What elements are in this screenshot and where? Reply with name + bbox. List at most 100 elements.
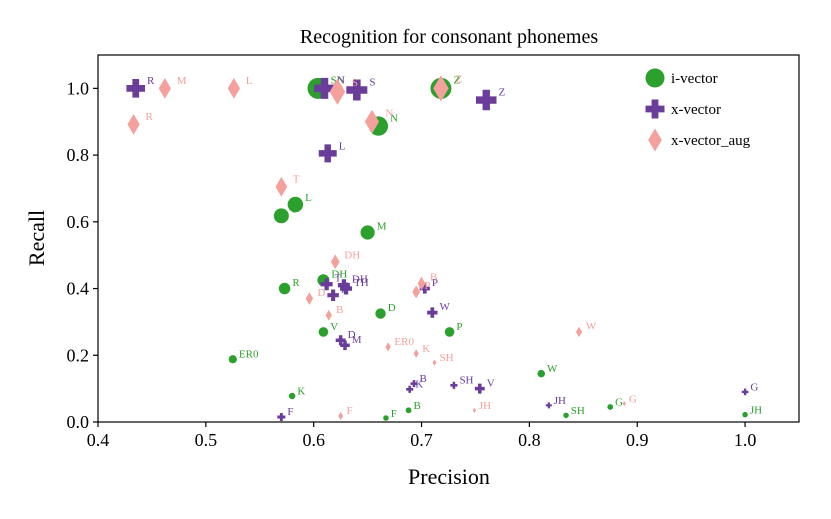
point-label-i-vector-er0: ER0: [239, 348, 259, 360]
point-label-i-vector-v: V: [330, 321, 338, 333]
point-label-x-vector-s: S: [369, 76, 375, 88]
point-label-i-vector-d: D: [388, 302, 396, 314]
point-i-vector-g: [607, 404, 614, 410]
point-label-x-vector-jh: JH: [554, 395, 566, 407]
point-x-vector-n: [313, 77, 335, 99]
series-i-vector: SNZNLTMDHRDPVER0WKBFSHGJH: [228, 75, 762, 421]
point-label-i-vector-r: R: [292, 277, 300, 289]
point-x-vector-aug-f: [338, 411, 344, 421]
point-label-x-vector-b: B: [420, 373, 427, 385]
point-label-i-vector-w: W: [547, 363, 558, 375]
point-x-vector-t: [320, 278, 333, 291]
point-i-vector-sh: [563, 412, 569, 419]
point-label-x-vector-aug-s: S: [352, 77, 358, 89]
point-x-vector-l: [318, 144, 337, 163]
point-label-x-vector-l: L: [339, 140, 346, 152]
x-tick-label: 0.8: [518, 430, 541, 450]
point-x-vector-g: [741, 388, 749, 396]
point-x-vector-k: [406, 385, 414, 393]
point-x-vector-r: [126, 79, 146, 98]
point-i-vector-t: [273, 208, 289, 224]
point-label-x-vector-aug-g: G: [629, 394, 637, 406]
point-i-vector-f: [383, 415, 389, 421]
point-x-vector-s: [346, 79, 368, 101]
point-x-vector-aug-g: [622, 400, 626, 407]
point-label-x-vector-v: V: [487, 377, 495, 389]
point-x-vector-r: [327, 289, 339, 301]
y-tick-label: 0.8: [67, 145, 90, 165]
point-label-x-vector-aug-n: N: [385, 108, 393, 120]
point-label-x-vector-aug-sh: SH: [440, 352, 454, 364]
point-x-vector-z: [475, 89, 497, 111]
y-axis-title: Recall: [24, 210, 49, 266]
point-label-x-vector-k: K: [415, 379, 423, 391]
x-tick-label: 0.7: [410, 430, 433, 450]
point-label-x-vector-g: G: [750, 381, 758, 393]
y-tick-label: 0.0: [67, 412, 90, 432]
point-x-vector-aug-l: [227, 77, 241, 99]
point-i-vector-w: [537, 369, 546, 378]
point-x-vector-aug-sh: [432, 359, 437, 366]
point-x-vector-aug-s: [329, 78, 346, 105]
point-label-x-vector-aug-p: P: [424, 280, 430, 292]
point-label-i-vector-l: L: [305, 192, 312, 204]
point-label-i-vector-g: G: [615, 397, 623, 409]
point-label-x-vector-n: N: [337, 75, 345, 87]
point-label-x-vector-dh: DH: [352, 274, 368, 286]
point-i-vector-v: [318, 327, 329, 337]
point-label-x-vector-aug-r: R: [145, 111, 153, 123]
point-x-vector-m: [340, 340, 350, 351]
legend-item-i-vector: i-vector: [645, 68, 718, 88]
ticks-layer: 0.4 0.5 0.6 0.7 0.8 0.9 1.0 0.0 0.2 0.4 0.6 0.8 1.0: [67, 78, 757, 450]
point-x-vector-v: [474, 383, 485, 394]
point-x-vector-p: [419, 283, 430, 294]
point-label-i-vector-n: N: [390, 113, 398, 125]
point-label-x-vector-aug-f: F: [347, 405, 353, 417]
x-tick-label: 0.5: [195, 430, 218, 450]
point-label-x-vector-f: F: [287, 406, 293, 418]
point-label-x-vector-m: M: [352, 334, 362, 346]
point-i-vector-er0: [228, 355, 237, 364]
point-x-vector-d: [335, 335, 346, 346]
point-label-x-vector-aug-b: B: [430, 272, 437, 284]
y-tick-label: 1.0: [67, 78, 90, 98]
point-x-vector-aug-b: [325, 309, 332, 321]
point-label-i-vector-f: F: [391, 408, 397, 420]
point-label-x-vector-th: TH: [354, 277, 369, 289]
point-label-x-vector-aug-d: D: [317, 287, 325, 299]
point-label-x-vector-w: W: [440, 301, 451, 313]
legend-item-x-vector: x-vector: [645, 99, 721, 119]
x-axis-title: Precision: [408, 464, 490, 489]
point-x-vector-b: [410, 380, 418, 388]
point-label-i-vector-z: Z: [453, 75, 460, 87]
point-x-vector-aug-jh: [472, 407, 476, 413]
point-x-vector-aug-p: [412, 285, 420, 299]
points-layer: SNZNLTMDHRDPVER0WKBFSHGJHRNSZLTDHTHRPWDM…: [126, 74, 762, 422]
legend-marker-x-vector: [645, 99, 665, 119]
point-x-vector-sh: [450, 381, 458, 389]
point-i-vector-b: [405, 407, 412, 414]
point-label-i-vector-jh: JH: [750, 404, 762, 416]
point-i-vector-k: [288, 392, 296, 400]
point-label-x-vector-d: D: [348, 329, 356, 341]
point-x-vector-aug-t: [275, 176, 288, 197]
point-x-vector-aug-z: [433, 75, 449, 102]
point-x-vector-aug-b: [417, 276, 426, 291]
y-tick-label: 0.4: [67, 279, 90, 299]
point-label-x-vector-t: T: [335, 273, 342, 285]
point-label-x-vector-aug-b: B: [336, 304, 343, 316]
point-x-vector-aug-er0: [385, 342, 391, 352]
point-x-vector-f: [277, 412, 286, 422]
point-i-vector-jh: [742, 411, 748, 418]
point-label-i-vector-m: M: [377, 220, 387, 232]
x-tick-label: 0.4: [87, 430, 110, 450]
point-x-vector-w: [427, 307, 438, 318]
point-label-x-vector-aug-l: L: [246, 75, 253, 87]
point-label-i-vector-b: B: [414, 400, 421, 412]
point-label-x-vector-aug-er0: ER0: [394, 336, 414, 348]
legend-label-x-vector: x-vector: [671, 102, 721, 118]
x-tick-label: 0.6: [302, 430, 325, 450]
